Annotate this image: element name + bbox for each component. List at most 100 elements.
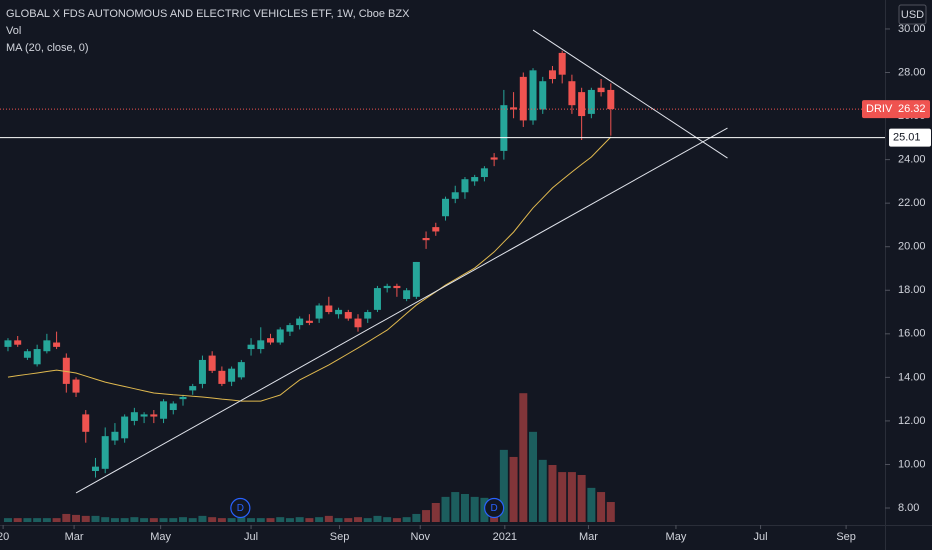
y-tick-label: 28.00 bbox=[898, 66, 926, 78]
x-tick-label: May bbox=[150, 531, 171, 543]
candle-body bbox=[335, 309, 343, 315]
candle-body bbox=[189, 386, 197, 391]
volume-bar bbox=[567, 472, 576, 522]
volume-bar bbox=[52, 518, 61, 522]
candle-body bbox=[160, 401, 168, 419]
candle-body bbox=[471, 177, 479, 182]
volume-bar bbox=[101, 517, 110, 522]
volume-bar bbox=[558, 472, 567, 522]
volume-bar bbox=[159, 518, 168, 522]
volume-bar bbox=[276, 517, 285, 522]
candle-body bbox=[140, 414, 148, 417]
candle-body bbox=[558, 52, 566, 75]
candle-body bbox=[111, 431, 119, 441]
candle-body bbox=[578, 92, 586, 117]
volume-bar bbox=[178, 517, 187, 522]
y-tick-label: 8.00 bbox=[898, 502, 919, 514]
candle-body bbox=[296, 318, 304, 326]
candle-body bbox=[490, 157, 498, 160]
volume-bar bbox=[344, 518, 353, 522]
volume-bar bbox=[81, 515, 90, 522]
candle-body bbox=[228, 368, 236, 382]
volume-bar bbox=[237, 517, 246, 522]
volume-bar bbox=[91, 515, 100, 522]
volume-bar bbox=[354, 517, 363, 522]
volume-bar bbox=[256, 518, 265, 522]
x-tick-label: Jul bbox=[244, 531, 258, 543]
volume-bar bbox=[373, 515, 382, 522]
event-label: D bbox=[237, 503, 244, 514]
event-marker[interactable] bbox=[484, 497, 505, 519]
x-tick-label: Mar bbox=[579, 531, 598, 543]
volume-bar bbox=[412, 513, 421, 522]
event-marker[interactable] bbox=[230, 497, 251, 519]
volume-bar bbox=[597, 492, 606, 522]
candle-body bbox=[442, 198, 450, 217]
volume-bar bbox=[334, 518, 343, 522]
volume-bar bbox=[140, 518, 149, 522]
candle-body bbox=[568, 81, 576, 106]
trend-line bbox=[532, 29, 728, 159]
candle-body bbox=[150, 414, 158, 417]
candle-body bbox=[461, 179, 469, 193]
candle-body bbox=[393, 285, 401, 289]
volume-bar bbox=[285, 518, 294, 522]
candle-body bbox=[539, 81, 547, 110]
candle-body bbox=[529, 70, 537, 121]
symbol-label: DRIV bbox=[866, 103, 893, 115]
volume-bar bbox=[149, 518, 158, 522]
candle-body bbox=[82, 414, 90, 432]
candle-body bbox=[548, 70, 556, 80]
candle-body bbox=[247, 344, 255, 350]
candle-body bbox=[510, 107, 518, 110]
volume-bar bbox=[169, 518, 178, 522]
volume-bar bbox=[208, 517, 217, 522]
y-tick-label: 18.00 bbox=[898, 284, 926, 296]
y-tick-label: 14.00 bbox=[898, 371, 926, 383]
x-tick-label: Mar bbox=[65, 531, 84, 543]
candle-body bbox=[597, 87, 605, 93]
candle-body bbox=[286, 325, 294, 332]
candle-body bbox=[237, 362, 245, 378]
candle-body bbox=[344, 312, 352, 319]
x-tick-label: Sep bbox=[330, 531, 350, 543]
volume-bar bbox=[577, 474, 586, 522]
volume-bar bbox=[23, 518, 32, 522]
candle-body bbox=[130, 412, 138, 421]
volume-bar bbox=[548, 465, 557, 522]
candle-body bbox=[4, 340, 12, 347]
volume-bar bbox=[451, 492, 460, 522]
trend-line bbox=[75, 127, 728, 494]
volume-bar bbox=[198, 515, 207, 522]
candle-body bbox=[23, 351, 31, 358]
currency: USD bbox=[901, 9, 924, 21]
candle-body bbox=[383, 285, 391, 289]
candle-body bbox=[276, 329, 284, 343]
candle-body bbox=[325, 305, 333, 313]
last-price-label: 26.32 bbox=[898, 103, 926, 115]
candle-body bbox=[364, 312, 372, 319]
level-label: 25.01 bbox=[893, 132, 921, 144]
currency-box[interactable] bbox=[898, 4, 927, 25]
volume-bar bbox=[324, 515, 333, 522]
candle-body bbox=[305, 320, 313, 323]
candle-body bbox=[62, 357, 70, 384]
x-tick-label: Jul bbox=[754, 531, 768, 543]
candle-body bbox=[257, 340, 265, 350]
level-badge bbox=[889, 128, 931, 147]
volume-bar bbox=[13, 518, 22, 522]
candle-body bbox=[179, 396, 187, 400]
candle-body bbox=[432, 227, 440, 232]
volume-bar bbox=[62, 513, 71, 522]
candle-body bbox=[587, 89, 595, 114]
candle-body bbox=[500, 105, 508, 151]
candle-body bbox=[121, 416, 129, 439]
volume-bar bbox=[33, 518, 42, 522]
x-tick-label: 2021 bbox=[493, 531, 517, 543]
y-tick-label: 30.00 bbox=[898, 23, 926, 35]
volume-bar bbox=[499, 449, 508, 522]
x-tick-label: Sep bbox=[836, 531, 856, 543]
volume-bar bbox=[217, 518, 226, 522]
volume-bar bbox=[305, 518, 314, 522]
chart-title: GLOBAL X FDS AUTONOMOUS AND ELECTRIC VEH… bbox=[6, 8, 410, 20]
